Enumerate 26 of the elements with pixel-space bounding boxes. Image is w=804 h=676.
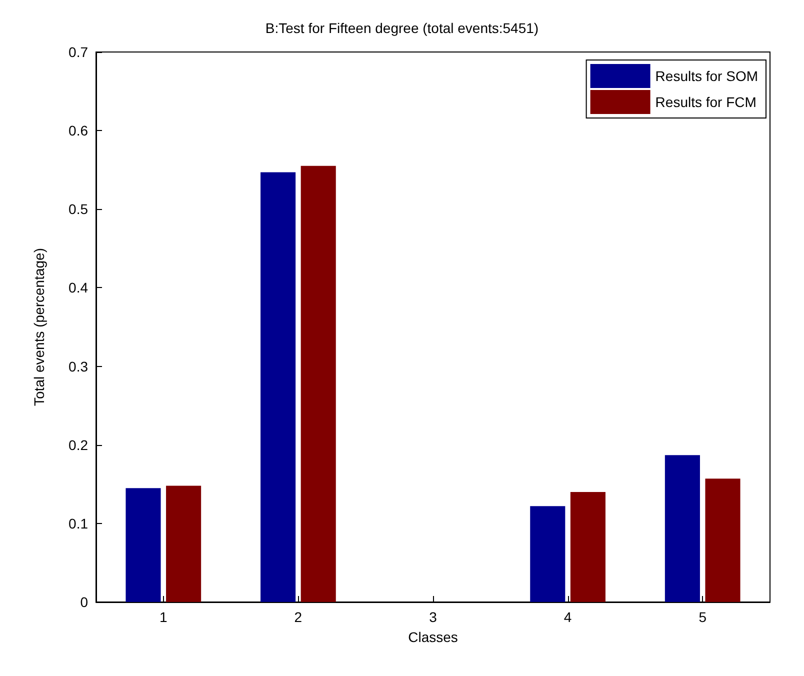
x-tick-label: 2 [294,609,302,625]
legend-label: Results for SOM [655,68,758,84]
x-tick-label: 5 [698,609,707,625]
legend-label: Results for FCM [655,94,756,110]
y-tick-label: 0.2 [68,436,88,453]
chart-title: B:Test for Fifteen degree (total events:5451) [265,20,539,36]
y-tick-label: 0.7 [68,44,88,60]
bar [260,172,296,602]
y-tick-label: 0.5 [68,201,88,218]
x-tick-label: 4 [564,609,572,625]
y-tick-label: 0.1 [68,515,88,532]
x-tick-label: 1 [160,609,168,625]
bar [126,488,161,602]
y-tick-label: 0.4 [68,280,88,296]
y-tick-label: 0.3 [68,358,88,374]
y-axis-title: Total events (percentage) [31,248,47,406]
y-tick-label: 0.6 [68,122,88,139]
bar [300,166,336,602]
bar [664,455,700,602]
x-tick-label: 3 [429,609,438,625]
bar [570,492,606,602]
bar [530,506,566,602]
bar [705,478,740,602]
bar [166,486,202,602]
y-tick-label: 0 [80,594,88,610]
x-axis-title: Classes [408,629,458,645]
